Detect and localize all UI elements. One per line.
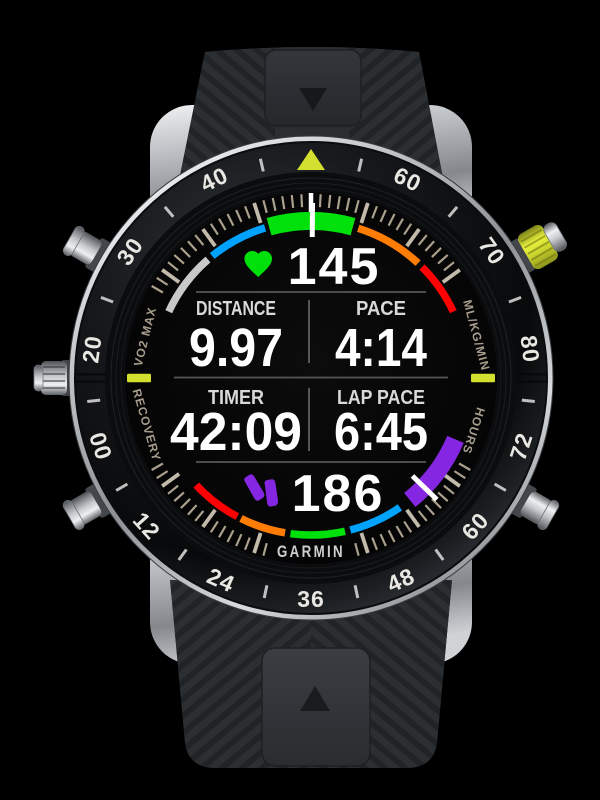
strap-triangle-up-icon [300,686,330,711]
top-left-pusher-button[interactable] [61,224,114,274]
metric-value-timer: 42:09 [170,402,302,462]
metric-value-pace: 4:14 [335,318,427,378]
strap-triangle-down-icon [299,88,327,111]
bezel-number: 20 [77,334,106,365]
bottom-left-pusher-button[interactable] [61,482,114,532]
metric-value-lap-pace: 6:45 [334,402,428,462]
running-shoes-icon [242,472,280,509]
bezel-scale-separators [75,373,547,383]
metric-label-pace: PACE [356,298,406,320]
metric-label-distance: DISTANCE [196,298,276,320]
heart-icon [244,250,272,278]
cadence-value: 186 [292,465,385,523]
bezel-number: 80 [515,334,544,365]
cadence-zone-gauge [193,435,464,539]
bezel-number: 36 [297,586,325,612]
metric-grid-dividers [174,291,448,463]
metric-value-distance: 9.97 [189,318,283,378]
garmin-logo: GARMIN [277,542,345,561]
bottom-right-pusher-button[interactable] [509,482,562,532]
bezel-triangle-marker-icon [297,149,325,170]
metric-label-timer: TIMER [208,387,264,409]
metric-label-lap-pace: LAP PACE [337,387,425,409]
dial-tick-ring [127,193,495,557]
left-crown-button[interactable] [33,360,73,396]
heart-rate-value: 145 [288,238,381,296]
bezel-tick-marks [87,158,535,599]
right-accent-dash [471,373,495,383]
left-accent-dash [127,373,151,383]
heart-rate-zone-gauge [165,202,457,314]
